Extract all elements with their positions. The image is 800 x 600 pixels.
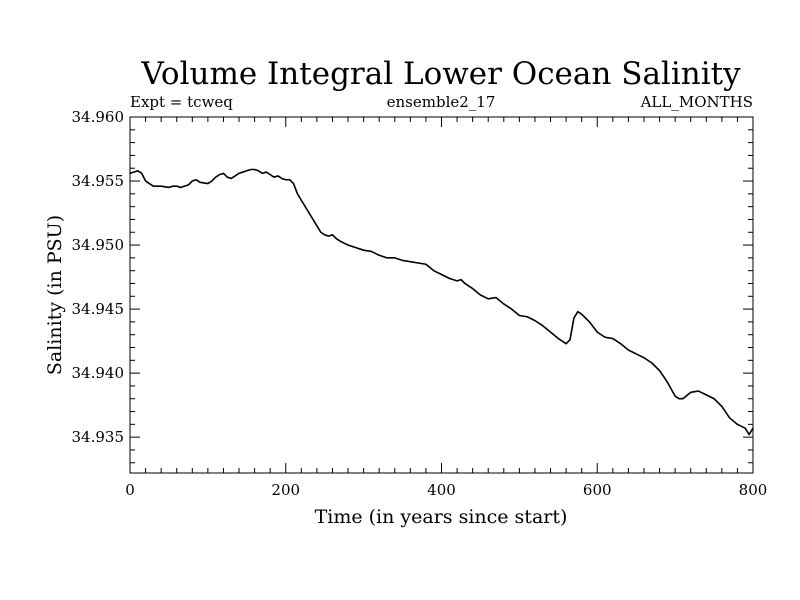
x-tick-label: 200 (271, 481, 300, 499)
tick-labels: 0 200 400 600 800 34.935 34.940 34.945 34.950 34.… (72, 108, 768, 499)
subtitle-ensemble: ensemble2_17 (387, 93, 496, 111)
x-tick-label: 400 (427, 481, 456, 499)
y-tick-label: 34.940 (72, 364, 125, 382)
y-tick-label: 34.935 (72, 428, 125, 446)
y-tick-label: 34.945 (72, 300, 125, 318)
x-tick-label: 0 (125, 481, 135, 499)
y-tick-label: 34.955 (72, 172, 125, 190)
y-axis-label: Salinity (in PSU) (44, 215, 66, 375)
x-axis-label: Time (in years since start) (315, 506, 568, 528)
chart-title: Volume Integral Lower Ocean Salinity (140, 56, 741, 92)
x-tick-label: 800 (739, 481, 768, 499)
subtitle-months: ALL_MONTHS (640, 93, 753, 111)
salinity-series-line (129, 168, 754, 436)
y-tick-label: 34.950 (72, 236, 125, 254)
y-tick-label: 34.960 (72, 108, 125, 126)
plot-area-frame (129, 116, 754, 474)
x-tick-label: 600 (583, 481, 612, 499)
subtitle-experiment: Expt = tcweq (130, 93, 233, 111)
